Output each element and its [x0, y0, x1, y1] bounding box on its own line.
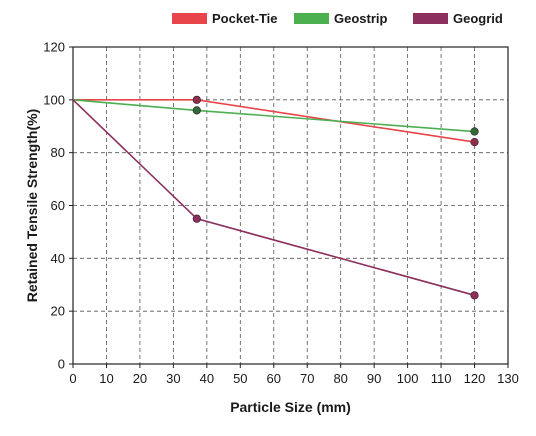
y-tick-label: 60 [51, 198, 65, 213]
x-axis-label: Particle Size (mm) [230, 399, 351, 415]
x-tick-label: 50 [233, 371, 247, 386]
legend-label: Geogrid [453, 11, 503, 26]
legend-swatch [413, 13, 448, 24]
legend-swatch [172, 13, 207, 24]
data-point [192, 214, 201, 223]
x-tick-label: 20 [133, 371, 147, 386]
x-tick-label: 0 [69, 371, 76, 386]
data-point [192, 95, 201, 104]
x-tick-label: 100 [397, 371, 419, 386]
legend-label: Geostrip [334, 11, 388, 26]
legend: Pocket-Tie Geostrip Geogrid [172, 11, 503, 26]
x-tick-label: 120 [464, 371, 486, 386]
y-tick-label: 0 [58, 357, 65, 372]
x-tick-label: 40 [200, 371, 214, 386]
data-point [470, 291, 479, 300]
grid [73, 47, 508, 364]
x-tick-label: 90 [367, 371, 381, 386]
data-point [470, 127, 479, 136]
x-tick-label: 80 [333, 371, 347, 386]
x-tick-label: 110 [431, 371, 452, 386]
data-point [470, 138, 479, 147]
x-tick-label: 60 [267, 371, 281, 386]
x-tick-label: 130 [497, 371, 519, 386]
y-tick-label: 100 [43, 92, 65, 107]
series-points [192, 95, 479, 300]
x-tick-label: 30 [166, 371, 180, 386]
legend-label: Pocket-Tie [212, 11, 278, 26]
y-axis-label: Retained Tensile Strength(%) [24, 109, 40, 302]
data-point [192, 106, 201, 115]
legend-swatch [294, 13, 329, 24]
x-tick-label: 10 [99, 371, 113, 386]
x-tick-label: 70 [300, 371, 314, 386]
y-tick-label: 80 [51, 145, 65, 160]
y-tick-label: 20 [51, 304, 65, 319]
y-tick-label: 40 [51, 251, 65, 266]
y-tick-label: 120 [43, 40, 65, 55]
x-axis-ticks: 0 10 20 30 40 50 60 70 80 90 100 110 120 130 [69, 364, 519, 386]
y-axis-ticks: 0 20 40 60 80 100 120 [43, 40, 73, 372]
